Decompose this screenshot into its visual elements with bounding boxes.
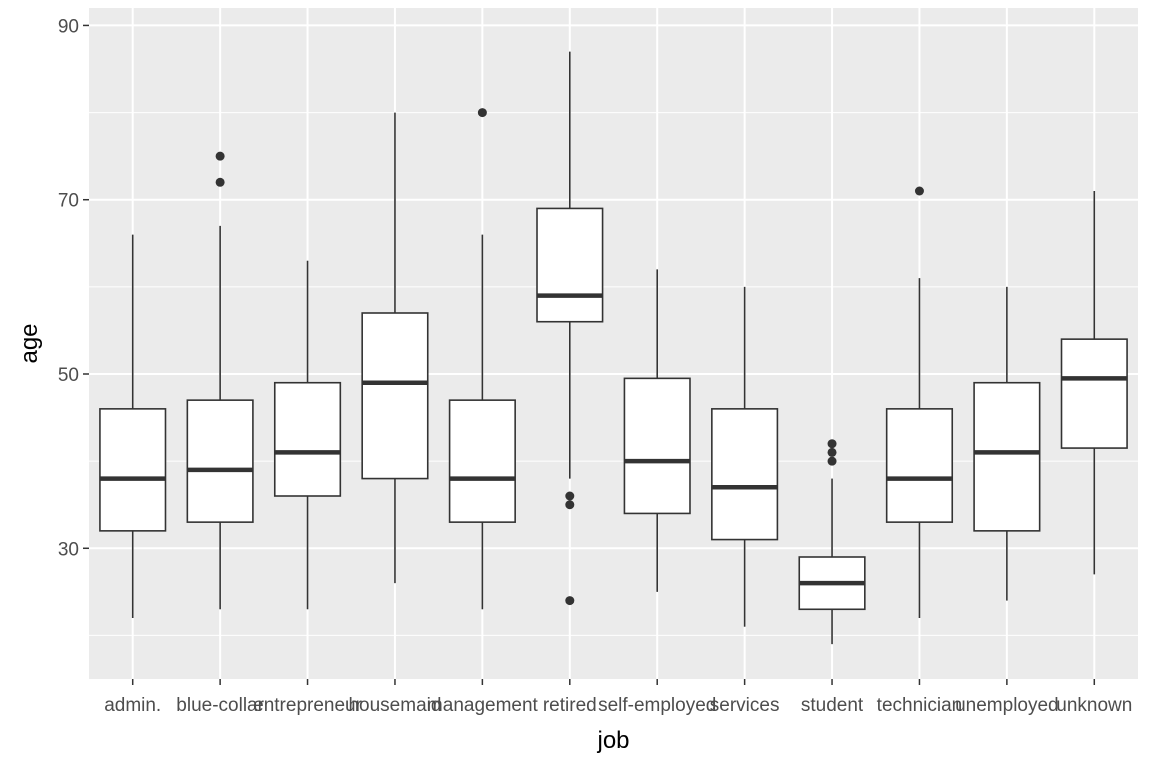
x-tick-label: admin. bbox=[104, 695, 161, 716]
boxes-layer bbox=[99, 51, 1128, 645]
x-axis-ticks: admin. blue-collarentrepreneurhousemaidma… bbox=[104, 679, 1132, 716]
outlier-point bbox=[914, 186, 924, 196]
x-axis-title: job bbox=[596, 727, 629, 754]
box-2 bbox=[273, 260, 342, 610]
x-tick-label: services bbox=[710, 695, 780, 716]
box-5 bbox=[536, 51, 604, 606]
x-tick-label: unknown bbox=[1056, 695, 1132, 716]
outlier-point bbox=[477, 108, 487, 118]
box-3 bbox=[361, 112, 429, 584]
outlier-point bbox=[215, 151, 225, 161]
outlier-point bbox=[827, 456, 837, 466]
box-iqr bbox=[1060, 338, 1128, 449]
x-tick-label: technician bbox=[877, 695, 963, 716]
box-iqr bbox=[448, 399, 516, 523]
x-tick-label: unemployed bbox=[955, 695, 1059, 716]
y-tick-label: 30 bbox=[58, 539, 79, 560]
x-tick-label: management bbox=[427, 695, 539, 716]
outlier-point bbox=[565, 596, 575, 606]
y-tick-label: 70 bbox=[58, 191, 79, 212]
x-tick-label: self-employed bbox=[598, 695, 716, 716]
y-tick-label: 90 bbox=[58, 16, 79, 37]
box-iqr bbox=[536, 207, 604, 323]
box-9 bbox=[885, 186, 954, 618]
outlier-point bbox=[827, 439, 837, 449]
x-tick-label: housemaid bbox=[348, 695, 441, 716]
outlier-point bbox=[565, 500, 575, 510]
y-tick-label: 50 bbox=[58, 365, 79, 386]
x-tick-label: retired bbox=[543, 695, 597, 716]
y-axis-title: age bbox=[16, 323, 43, 363]
box-iqr bbox=[711, 408, 779, 541]
x-tick-label: blue-collar bbox=[176, 695, 264, 716]
outlier-point bbox=[215, 177, 225, 187]
box-iqr bbox=[99, 408, 167, 532]
box-iqr bbox=[973, 381, 1041, 532]
box-8 bbox=[798, 439, 866, 645]
box-iqr bbox=[885, 408, 954, 523]
x-tick-label: student bbox=[801, 695, 864, 716]
box-6 bbox=[623, 269, 691, 592]
box-iqr bbox=[273, 381, 342, 497]
box-iqr bbox=[186, 399, 254, 523]
box-iqr bbox=[361, 312, 429, 480]
outlier-point bbox=[827, 447, 837, 457]
box-4 bbox=[448, 108, 516, 610]
box-10 bbox=[973, 286, 1041, 601]
box-iqr bbox=[623, 377, 691, 515]
box-7 bbox=[711, 286, 779, 627]
x-tick-label: entrepreneur bbox=[253, 695, 362, 716]
box-11 bbox=[1060, 191, 1128, 575]
y-axis-ticks: 30 50 70 90 bbox=[58, 16, 89, 560]
box-0 bbox=[99, 234, 167, 618]
minor-gridlines bbox=[89, 112, 1138, 636]
outlier-point bbox=[565, 491, 575, 501]
plot-panel bbox=[89, 8, 1138, 679]
box-1 bbox=[186, 151, 254, 610]
